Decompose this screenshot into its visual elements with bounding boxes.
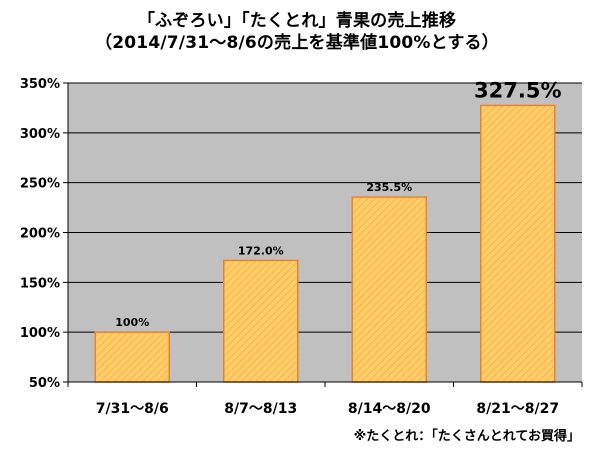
data-label: 100% bbox=[115, 316, 149, 329]
y-tick-label: 200% bbox=[20, 227, 60, 242]
y-tick-label: 300% bbox=[20, 127, 60, 142]
y-tick-label: 150% bbox=[20, 276, 60, 291]
data-label: 235.5% bbox=[366, 181, 412, 194]
y-tick-label: 50% bbox=[29, 376, 60, 391]
bar bbox=[94, 331, 170, 383]
data-label: 327.5% bbox=[474, 78, 561, 102]
bar bbox=[480, 104, 556, 383]
bar bbox=[351, 196, 427, 383]
labels: 50% 100% 150% 200% 250% 300% 350% 100% 7/31～8/6 1… bbox=[20, 77, 562, 417]
y-tick-label: 100% bbox=[20, 326, 60, 341]
x-tick-label: 8/21～8/27 bbox=[476, 401, 559, 417]
axes bbox=[63, 82, 583, 387]
x-tick-label: 8/14～8/20 bbox=[348, 401, 431, 417]
footnote: ※たくとれ：「たくさんとれてお買得」 bbox=[353, 429, 580, 444]
x-tick-label: 8/7～8/13 bbox=[224, 401, 297, 417]
x-tick-label: 7/31～8/6 bbox=[96, 401, 169, 417]
bars bbox=[94, 104, 556, 383]
data-label: 172.0% bbox=[238, 244, 284, 257]
y-tick-label: 350% bbox=[20, 77, 60, 92]
bar bbox=[223, 259, 299, 383]
chart-subtitle: （2014/7/31～8/6の売上を基準値100%とする） bbox=[95, 33, 499, 53]
chart-title: 「ふぞろい」「たくとれ」青果の売上推移 bbox=[137, 11, 457, 31]
y-tick-label: 250% bbox=[20, 177, 60, 192]
